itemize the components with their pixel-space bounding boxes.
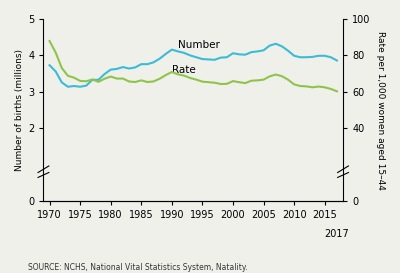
Y-axis label: Number of births (millions): Number of births (millions) [15,49,24,171]
Text: Number: Number [178,40,220,50]
Text: 2017: 2017 [324,229,349,239]
Text: Rate: Rate [172,65,196,75]
Text: SOURCE: NCHS, National Vital Statistics System, Natality.: SOURCE: NCHS, National Vital Statistics … [28,263,248,272]
Y-axis label: Rate per 1,000 women aged 15–44: Rate per 1,000 women aged 15–44 [376,31,385,189]
